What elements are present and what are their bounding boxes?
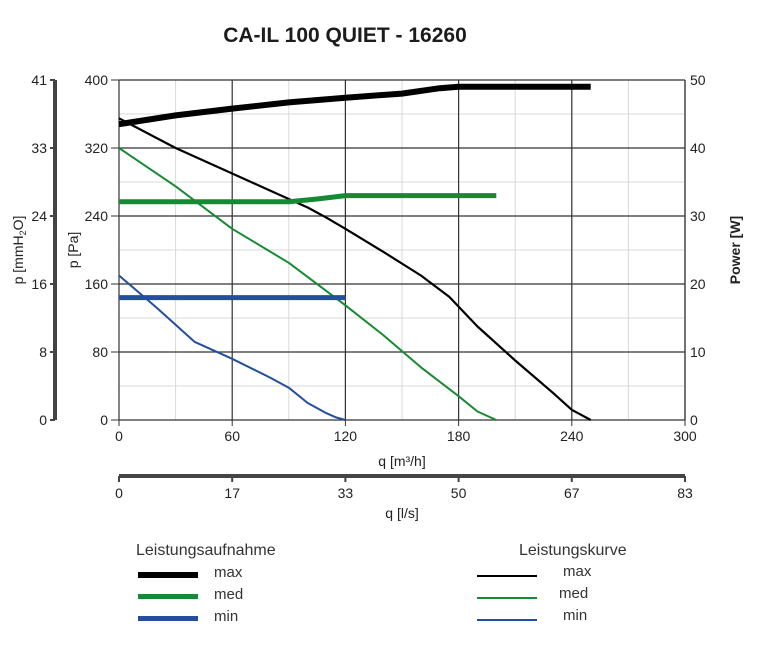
axes: 0 80 160 240 320 400 0 8 16 24 33 41 0 10 20 30 40 50 0 60 1… <box>31 72 705 501</box>
svg-text:180: 180 <box>447 428 471 444</box>
svg-text:8: 8 <box>39 344 47 360</box>
svg-text:60: 60 <box>224 428 240 444</box>
svg-text:240: 240 <box>85 208 109 224</box>
svg-text:33: 33 <box>338 485 354 501</box>
legend-swatch-curve-max <box>477 575 537 577</box>
chart-plot: 0 80 160 240 320 400 0 8 16 24 33 41 0 10 20 30 40 50 0 60 1… <box>10 72 743 521</box>
svg-text:10: 10 <box>690 344 706 360</box>
legend-label-power-med: med <box>214 586 244 603</box>
svg-text:67: 67 <box>564 485 580 501</box>
y-axis-label-mmh2o: p [mmH2O] <box>10 216 28 285</box>
svg-text:17: 17 <box>224 485 240 501</box>
x2-axis-label: q [l/s] <box>385 505 418 521</box>
svg-text:0: 0 <box>115 485 123 501</box>
legend-swatch-power-med <box>138 594 198 599</box>
svg-text:41: 41 <box>31 72 47 88</box>
svg-text:0: 0 <box>690 412 698 428</box>
y-axis-label-power: Power [W] <box>727 216 743 284</box>
legend-swatch-power-min <box>138 616 198 621</box>
svg-text:20: 20 <box>690 276 706 292</box>
svg-text:30: 30 <box>690 208 706 224</box>
legend-swatch-curve-med <box>477 597 537 599</box>
svg-text:0: 0 <box>115 428 123 444</box>
svg-text:83: 83 <box>677 485 693 501</box>
legend-label-curve-med: med <box>559 585 589 602</box>
svg-text:400: 400 <box>85 72 109 88</box>
curve-leistungskurve-med <box>118 147 497 421</box>
x-axis-label: q [m³/h] <box>378 453 425 469</box>
svg-text:0: 0 <box>100 412 108 428</box>
svg-text:50: 50 <box>690 72 706 88</box>
svg-text:24: 24 <box>31 208 47 224</box>
y-axis-label-pa: p [Pa] <box>65 232 81 269</box>
curve-leistungskurve-max <box>118 117 592 421</box>
data-curves <box>118 83 592 421</box>
svg-text:300: 300 <box>673 428 697 444</box>
legend-swatch-curve-min <box>477 619 537 621</box>
svg-text:33: 33 <box>31 140 47 156</box>
svg-text:320: 320 <box>85 140 109 156</box>
chart-title: CA-IL 100 QUIET - 16260 <box>223 24 467 47</box>
legend-title-power-input: Leistungsaufnahme <box>136 542 276 559</box>
curve-leistungsaufnahme-med <box>119 193 497 205</box>
svg-text:80: 80 <box>92 344 108 360</box>
legend-label-power-max: max <box>214 564 243 581</box>
svg-text:240: 240 <box>560 428 584 444</box>
legend-label-curve-min: min <box>563 607 588 624</box>
curve-leistungsaufnahme-max <box>118 83 591 128</box>
svg-text:160: 160 <box>85 276 109 292</box>
legend-title-performance-curve: Leistungskurve <box>519 542 627 559</box>
grid-lines <box>118 79 686 421</box>
svg-text:120: 120 <box>334 428 358 444</box>
svg-text:0: 0 <box>39 412 47 428</box>
svg-text:40: 40 <box>690 140 706 156</box>
legend-swatch-power-max <box>138 572 198 578</box>
legend-label-power-min: min <box>214 608 239 625</box>
curve-leistungskurve-min <box>118 274 346 421</box>
legend-label-curve-max: max <box>563 563 592 580</box>
svg-text:16: 16 <box>31 276 47 292</box>
svg-text:50: 50 <box>451 485 467 501</box>
